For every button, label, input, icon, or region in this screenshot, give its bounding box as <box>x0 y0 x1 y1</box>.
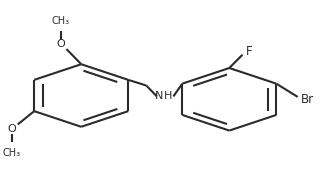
Text: H: H <box>164 91 172 100</box>
Text: CH₃: CH₃ <box>51 16 70 26</box>
Text: O: O <box>56 39 65 49</box>
Text: Br: Br <box>301 93 314 106</box>
Text: F: F <box>246 45 252 58</box>
Text: O: O <box>7 124 16 134</box>
Text: N: N <box>155 91 163 100</box>
Text: CH₃: CH₃ <box>3 148 21 158</box>
